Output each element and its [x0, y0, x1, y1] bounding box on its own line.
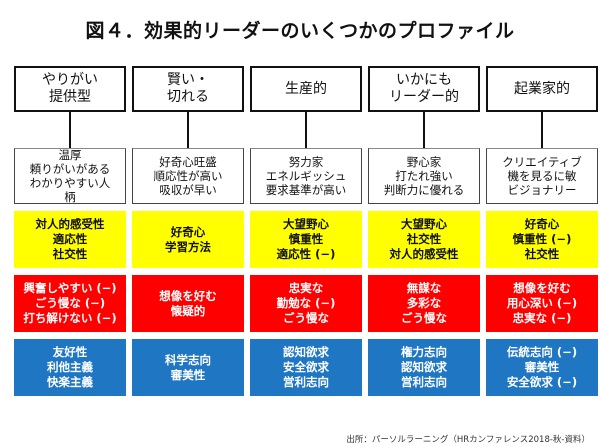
blue-traits-box: 友好性 利他主義 快楽主義 — [14, 339, 126, 396]
yellow-traits-box: 対人的感受性 適応性 社交性 — [14, 211, 126, 268]
profile-description: 好奇心旺盛 順応性が高い 吸収が早い — [132, 148, 244, 204]
profile-column: 生産的 努力家 エネルギッシュ 要求基準が高い 大望野心 慎重性 適応性 (−)… — [250, 66, 362, 396]
profile-column: やりがい 提供型 温厚 頼りがいがある わかりやすい人 柄 対人的感受性 適応性… — [14, 66, 126, 396]
blue-traits-box: 権力志向 認知欲求 営利志向 — [368, 339, 480, 396]
profile-column: 起業家的 クリエイティブ 機を見るに敏 ビジョナリー 好奇心 慎重性 (−) 社… — [486, 66, 598, 396]
yellow-traits-box: 好奇心 慎重性 (−) 社交性 — [486, 211, 598, 268]
profile-header: 起業家的 — [486, 66, 598, 112]
red-traits-box: 忠実な 勤勉な (−) ごう慢な — [250, 275, 362, 332]
red-traits-box: 想像を好む 懐疑的 — [132, 275, 244, 332]
yellow-traits-box: 大望野心 社交性 対人的感受性 — [368, 211, 480, 268]
yellow-traits-box: 好奇心 学習方法 — [132, 211, 244, 268]
profile-column: 賢い・ 切れる 好奇心旺盛 順応性が高い 吸収が早い 好奇心 学習方法 想像を好… — [132, 66, 244, 396]
source-caption: 出所：パーソルラーニング（HRカンファレンス2018-秋-資料） — [346, 435, 590, 445]
profile-description: 温厚 頼りがいがある わかりやすい人 柄 — [14, 148, 126, 204]
figure-title: 図４．効果的リーダーのいくつかのプロファイル — [85, 20, 515, 42]
profile-header: 賢い・ 切れる — [132, 66, 244, 112]
profile-description: 野心家 打たれ強い 判断力に優れる — [368, 148, 480, 204]
yellow-traits-box: 大望野心 慎重性 適応性 (−) — [250, 211, 362, 268]
connector-line — [69, 112, 71, 148]
blue-traits-box: 科学志向 審美性 — [132, 339, 244, 396]
profile-header: いかにも リーダー的 — [368, 66, 480, 112]
red-traits-box: 興奮しやすい (−) ごう慢な (−) 打ち解けない (−) — [14, 275, 126, 332]
blue-traits-box: 伝統志向 (−) 審美性 安全欲求 (−) — [486, 339, 598, 396]
connector-line — [305, 112, 307, 148]
profile-column: いかにも リーダー的 野心家 打たれ強い 判断力に優れる 大望野心 社交性 対人… — [368, 66, 480, 396]
profile-header: やりがい 提供型 — [14, 66, 126, 112]
profile-description: クリエイティブ 機を見るに敏 ビジョナリー — [486, 148, 598, 204]
profile-header: 生産的 — [250, 66, 362, 112]
profile-description: 努力家 エネルギッシュ 要求基準が高い — [250, 148, 362, 204]
blue-traits-box: 認知欲求 安全欲求 営利志向 — [250, 339, 362, 396]
red-traits-box: 無謀な 多彩な ごう慢な — [368, 275, 480, 332]
connector-line — [187, 112, 189, 148]
connector-line — [541, 112, 543, 148]
connector-line — [423, 112, 425, 148]
red-traits-box: 想像を好む 用心深い (−) 忠実な (−) — [486, 275, 598, 332]
profile-grid: やりがい 提供型 温厚 頼りがいがある わかりやすい人 柄 対人的感受性 適応性… — [14, 66, 598, 396]
